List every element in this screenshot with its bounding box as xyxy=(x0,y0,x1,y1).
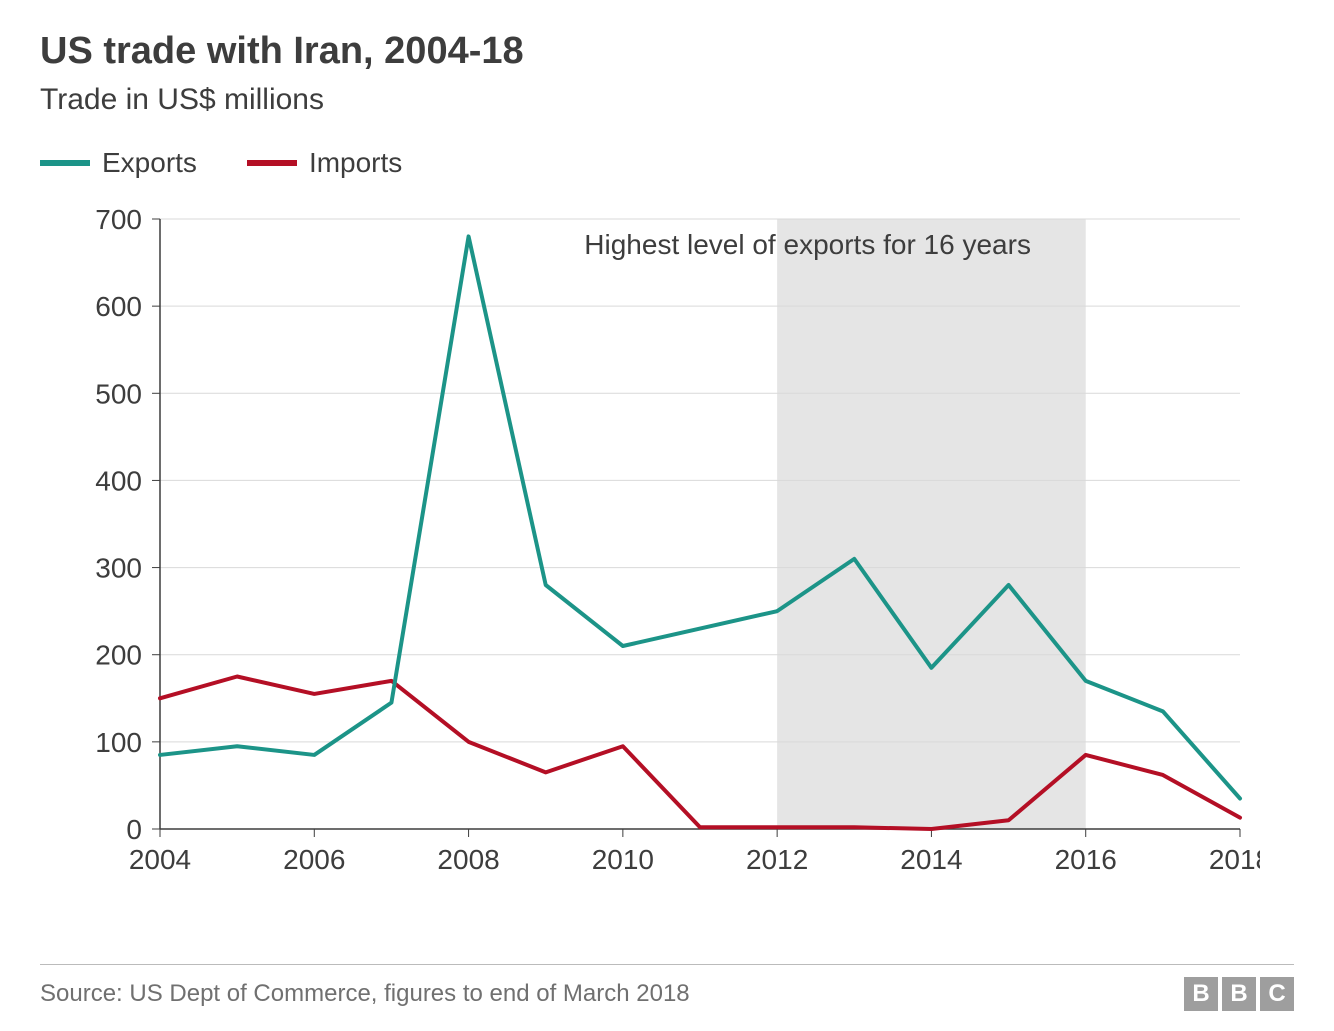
legend: Exports Imports xyxy=(40,147,1294,179)
svg-text:2016: 2016 xyxy=(1055,844,1117,875)
legend-item-exports: Exports xyxy=(40,147,197,179)
svg-text:2012: 2012 xyxy=(746,844,808,875)
chart-container: US trade with Iran, 2004-18 Trade in US$… xyxy=(0,0,1334,1031)
legend-swatch-imports xyxy=(247,160,297,166)
svg-text:2010: 2010 xyxy=(592,844,654,875)
bbc-logo-block: C xyxy=(1260,977,1294,1011)
legend-item-imports: Imports xyxy=(247,147,402,179)
source-text: Source: US Dept of Commerce, figures to … xyxy=(40,980,690,1008)
svg-text:2018: 2018 xyxy=(1209,844,1260,875)
chart-area: 0 100 200 300 400 500 600 700 2004 2006 2008 2010 20… xyxy=(40,209,1294,894)
svg-text:2006: 2006 xyxy=(283,844,345,875)
chart-title: US trade with Iran, 2004-18 xyxy=(40,30,1294,73)
bbc-logo: B B C xyxy=(1184,977,1294,1011)
svg-text:2004: 2004 xyxy=(129,844,191,875)
line-chart: 0 100 200 300 400 500 600 700 2004 2006 2008 2010 20… xyxy=(40,209,1260,889)
bbc-logo-block: B xyxy=(1222,977,1256,1011)
footer: Source: US Dept of Commerce, figures to … xyxy=(40,964,1294,1011)
svg-text:700: 700 xyxy=(95,209,142,235)
legend-label-imports: Imports xyxy=(309,147,402,179)
svg-text:400: 400 xyxy=(95,465,142,496)
legend-label-exports: Exports xyxy=(102,147,197,179)
svg-text:Highest level of exports for 1: Highest level of exports for 16 years xyxy=(584,229,1031,260)
legend-swatch-exports xyxy=(40,160,90,166)
bbc-logo-block: B xyxy=(1184,977,1218,1011)
svg-text:600: 600 xyxy=(95,291,142,322)
svg-text:0: 0 xyxy=(126,814,142,845)
svg-text:300: 300 xyxy=(95,553,142,584)
svg-text:100: 100 xyxy=(95,727,142,758)
svg-text:2014: 2014 xyxy=(900,844,962,875)
svg-text:2008: 2008 xyxy=(437,844,499,875)
svg-text:200: 200 xyxy=(95,640,142,671)
svg-text:500: 500 xyxy=(95,378,142,409)
chart-subtitle: Trade in US$ millions xyxy=(40,83,1294,117)
